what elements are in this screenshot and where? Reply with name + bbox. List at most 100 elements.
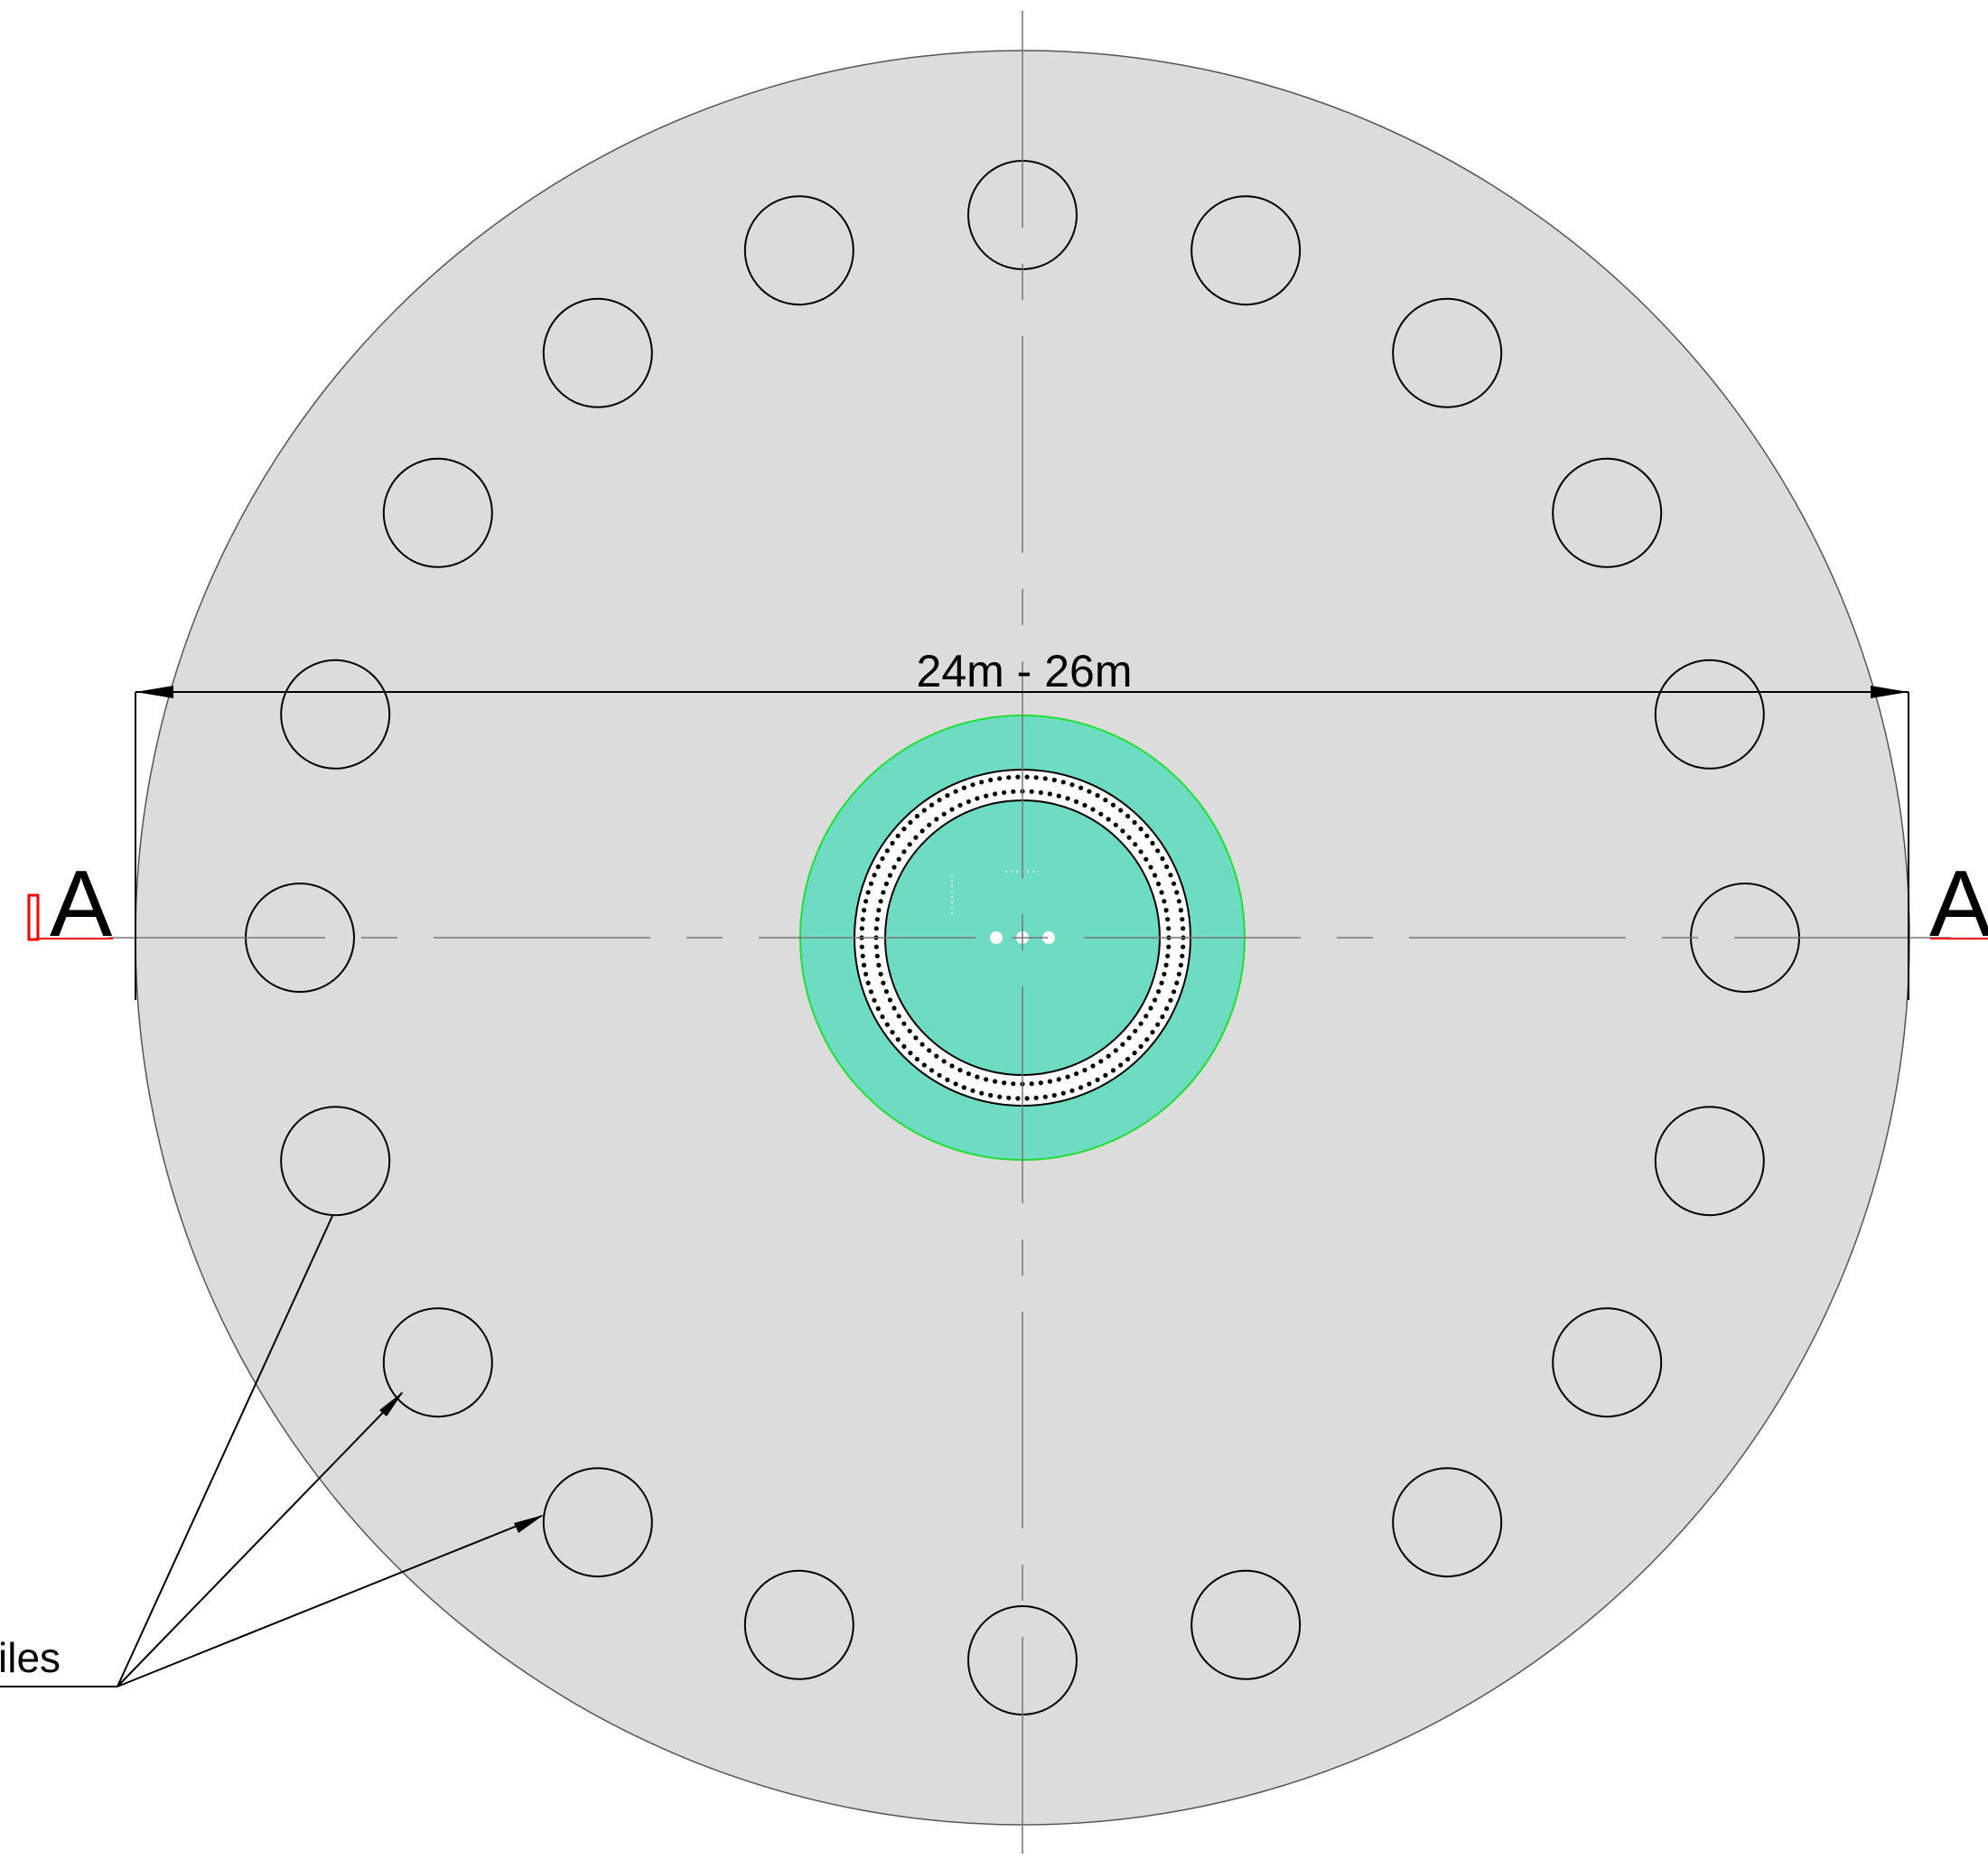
anchor-bolt [1082, 1068, 1087, 1073]
anchor-bolt [988, 777, 994, 783]
anchor-bolt [1002, 790, 1007, 795]
leader-line [117, 1392, 403, 1687]
anchor-bolt [1176, 899, 1181, 904]
leader-arrow [514, 1515, 544, 1533]
anchor-bolt [1171, 881, 1177, 886]
anchor-bolt [1138, 827, 1143, 832]
anchor-bolt [860, 953, 865, 958]
anchor-bolt [1087, 1081, 1092, 1087]
anchor-bolt [1106, 817, 1111, 822]
conduit-hole [1042, 931, 1055, 944]
anchor-bolt [1166, 926, 1171, 931]
anchor-bolt [927, 822, 932, 827]
anchor-bolt [865, 890, 871, 895]
anchor-bolt [1098, 1059, 1104, 1064]
anchor-bolt [1138, 1021, 1143, 1026]
anchor-bolt [1065, 1074, 1070, 1080]
anchor-bolt [966, 799, 971, 805]
anchor-bolt [1148, 1005, 1153, 1011]
pile [1392, 297, 1503, 408]
anchor-bolt [896, 856, 901, 862]
anchor-bolt [1006, 1095, 1012, 1100]
anchor-bolt [1038, 790, 1043, 795]
anchor-bolt [1110, 1068, 1116, 1073]
anchor-bolt [876, 908, 882, 913]
pile [1392, 1467, 1503, 1578]
pile [743, 1569, 854, 1680]
anchor-bolt [1015, 774, 1021, 780]
anchor-bolt [1132, 1051, 1137, 1056]
leader-line [117, 1515, 543, 1687]
anchor-bolt [945, 1077, 950, 1082]
anchor-bolt [941, 811, 947, 817]
anchor-bolt [1156, 881, 1162, 887]
anchor-bolt [937, 798, 942, 803]
anchor-bolt [1006, 775, 1012, 780]
pile [1190, 195, 1302, 306]
anchor-bolt [927, 1048, 932, 1053]
pile [280, 659, 391, 770]
anchor-bolt [859, 944, 864, 949]
anchor-bolt [1174, 890, 1180, 895]
anchor-bolt [957, 1068, 963, 1073]
anchor-bolt [874, 917, 880, 922]
anchor-bolt [961, 785, 966, 790]
anchor-bolt [934, 817, 939, 822]
anchor-bolt [1090, 1063, 1096, 1069]
anchor-bolt [1150, 840, 1155, 846]
anchor-bolt [890, 1030, 895, 1035]
anchor-bolt [872, 997, 877, 1003]
pile [743, 195, 854, 306]
section-marker-bar [27, 893, 40, 941]
anchor-bolt [865, 980, 871, 986]
anchor-bolt [1078, 1085, 1084, 1090]
anchor-bolt [878, 971, 883, 977]
anchor-bolt [1164, 1005, 1170, 1012]
overall-dimension [135, 686, 1909, 1000]
anchor-bolt [1143, 856, 1149, 862]
anchor-bolt [921, 1062, 927, 1068]
pile [382, 457, 493, 568]
anchor-bolt [1069, 782, 1075, 788]
pile [542, 297, 653, 408]
anchor-bolt [1156, 989, 1162, 995]
anchor-bolt [914, 813, 920, 819]
anchor-bolt [875, 864, 881, 870]
anchor-bolt [913, 1035, 919, 1041]
anchor-bolt [1160, 1014, 1165, 1020]
anchor-bolt [901, 1021, 907, 1026]
anchor-bolt [908, 1051, 913, 1056]
anchor-bolt [862, 962, 867, 967]
anchor-bolt [953, 789, 958, 794]
anchor-bolt [895, 833, 901, 838]
pile [1552, 1307, 1663, 1418]
anchor-bolt [1168, 873, 1173, 878]
anchor-bolt [914, 1056, 920, 1062]
pile [1552, 457, 1663, 568]
pile [542, 1467, 653, 1578]
anchor-bolt [1042, 1094, 1048, 1099]
section-label-left: A [50, 852, 113, 957]
anchor-bolt [997, 776, 1003, 781]
anchor-bolt [1180, 953, 1185, 958]
anchor-bolt [1118, 808, 1124, 813]
anchor-bolt [1159, 980, 1164, 986]
anchor-bolt [1056, 1077, 1061, 1082]
anchor-bolt [881, 980, 886, 986]
anchor-bolt [1125, 1056, 1131, 1062]
anchor-bolt [868, 881, 874, 886]
anchor-bolt [1038, 1080, 1043, 1086]
anchor-bolt [1033, 1095, 1039, 1100]
anchor-bolt [1120, 1042, 1125, 1047]
anchor-bolt [1029, 1081, 1034, 1087]
callout-label: iles [0, 1634, 61, 1681]
anchor-bolt [945, 793, 950, 799]
anchor-bolt [1148, 865, 1153, 870]
anchor-bolt [890, 840, 895, 846]
anchor-bolt [880, 855, 885, 862]
anchor-bolt [1143, 1014, 1149, 1019]
anchor-bolt [941, 1059, 947, 1064]
pile [280, 1106, 391, 1217]
anchor-bolt [1153, 873, 1158, 878]
anchor-bolt [919, 1042, 925, 1047]
